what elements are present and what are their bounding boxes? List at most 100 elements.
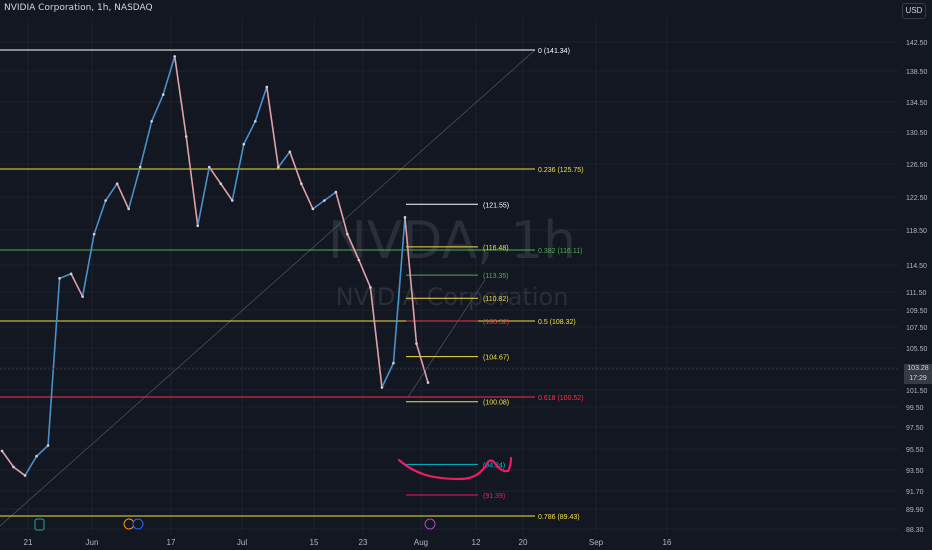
x-tick-label: 12: [472, 538, 481, 547]
price-point: [346, 232, 349, 236]
current-price-tag: 103.28 17:29: [904, 364, 932, 384]
price-point: [69, 272, 73, 276]
x-tick-label: Jun: [86, 538, 99, 547]
price-segment: [220, 183, 233, 201]
price-point: [184, 135, 188, 138]
price-segment: [231, 144, 245, 201]
event-markers: [34, 518, 436, 531]
price-point: [265, 85, 269, 89]
price-point: [300, 182, 303, 186]
secondary-fib-label: (108.32): [483, 319, 509, 326]
price-point: [334, 190, 338, 194]
y-tick-label: 91.70: [906, 489, 924, 496]
currency-button[interactable]: USD: [902, 3, 926, 19]
fib-level-label: 0.236 (125.75): [538, 167, 584, 174]
price-point: [253, 119, 257, 123]
y-tick-label: 126.50: [906, 162, 928, 169]
earnings-icon: [34, 518, 45, 531]
price-point: [403, 216, 407, 219]
y-tick-label: 138.50: [906, 69, 928, 76]
secondary-fib-label: (116.48): [483, 245, 509, 252]
price-point: [380, 386, 384, 389]
price-segment: [127, 166, 141, 210]
secondary-fib-label: (91.39): [483, 493, 505, 500]
secondary-fib-label: (121.55): [483, 202, 509, 209]
price-point: [323, 199, 326, 202]
price-segment: [47, 278, 61, 446]
x-tick-label: 16: [663, 538, 672, 547]
price-series: [0, 55, 430, 477]
price-segment: [150, 94, 164, 122]
price-segment: [173, 56, 188, 137]
price-segment: [185, 136, 199, 226]
x-tick-label: Aug: [414, 538, 428, 547]
price-segment: [139, 121, 153, 168]
price-segment: [243, 120, 257, 145]
price-point: [288, 150, 292, 154]
price-point: [415, 342, 418, 345]
price-segment: [381, 362, 395, 388]
split-icon: [132, 518, 144, 530]
price-point: [392, 361, 395, 365]
price-point: [207, 165, 211, 169]
y-tick-label: 109.50: [906, 308, 928, 315]
y-tick-label: 99.50: [906, 405, 924, 412]
price-segment: [104, 183, 118, 201]
support-annotation: [397, 456, 513, 481]
price-point: [46, 444, 50, 447]
x-tick-label: 21: [24, 538, 33, 547]
price-segment: [93, 200, 107, 235]
y-tick-label: 95.50: [906, 447, 924, 454]
price-segment: [369, 287, 383, 388]
price-point: [115, 182, 119, 186]
fib-level-label: 0.382 (116.11): [538, 248, 583, 255]
watermark-symbol: NVDA, 1h: [328, 211, 576, 271]
price-segment: [162, 56, 176, 95]
fib-retracement: 0 (141.34) 0.236 (125.75) 0.382 (116.11) 0.…: [0, 48, 584, 521]
y-tick-label: 97.50: [906, 425, 924, 432]
price-segment: [116, 183, 130, 210]
y-tick-label: 122.50: [906, 195, 928, 202]
price-point: [23, 474, 27, 477]
price-segment: [392, 217, 406, 364]
price-segment: [289, 151, 303, 184]
price-segment: [70, 273, 84, 297]
x-tick-label: Jul: [237, 538, 247, 547]
price-point: [369, 286, 372, 289]
price-segment: [1, 450, 15, 468]
y-tick-label: 107.50: [906, 325, 928, 332]
price-point: [219, 182, 223, 186]
x-tick-label: Sep: [589, 538, 604, 547]
price-segment: [254, 86, 268, 122]
price-segment: [35, 444, 49, 457]
price-segment: [59, 273, 72, 280]
fib-level-label: 0 (141.34): [538, 48, 570, 55]
y-tick-label: 105.50: [906, 346, 928, 353]
price-segment: [335, 191, 349, 235]
price-segment: [415, 343, 429, 383]
secondary-fib-label: (104.67): [483, 355, 509, 362]
price-segment: [277, 151, 291, 168]
price-point: [104, 199, 107, 202]
price-segment: [13, 466, 26, 477]
price-point: [127, 207, 130, 211]
secondary-fib-label: (94.24): [483, 462, 505, 469]
price-point: [311, 207, 315, 211]
price-point: [138, 165, 142, 169]
y-tick-label: 88.30: [906, 527, 924, 534]
price-segment: [358, 259, 372, 288]
price-point: [196, 224, 200, 228]
x-tick-label: 15: [310, 538, 319, 547]
chart-title: NVIDIA Corporation, 1h, NASDAQ: [4, 3, 153, 13]
trend-line: [0, 49, 536, 527]
countdown-value: 17:29: [909, 375, 927, 382]
y-tick-label: 142.50: [906, 40, 928, 47]
watermark-name: NVIDIA Corporation: [336, 283, 569, 311]
price-point: [161, 93, 165, 96]
fib-level-label: 0.618 (100.52): [538, 395, 584, 402]
price-point: [150, 119, 153, 123]
fib-level-label: 0.5 (108.32): [538, 319, 576, 326]
y-axis: 142.50 138.50 134.50 130.50 126.50 122.50 118.…: [906, 40, 928, 534]
price-point: [12, 465, 15, 469]
